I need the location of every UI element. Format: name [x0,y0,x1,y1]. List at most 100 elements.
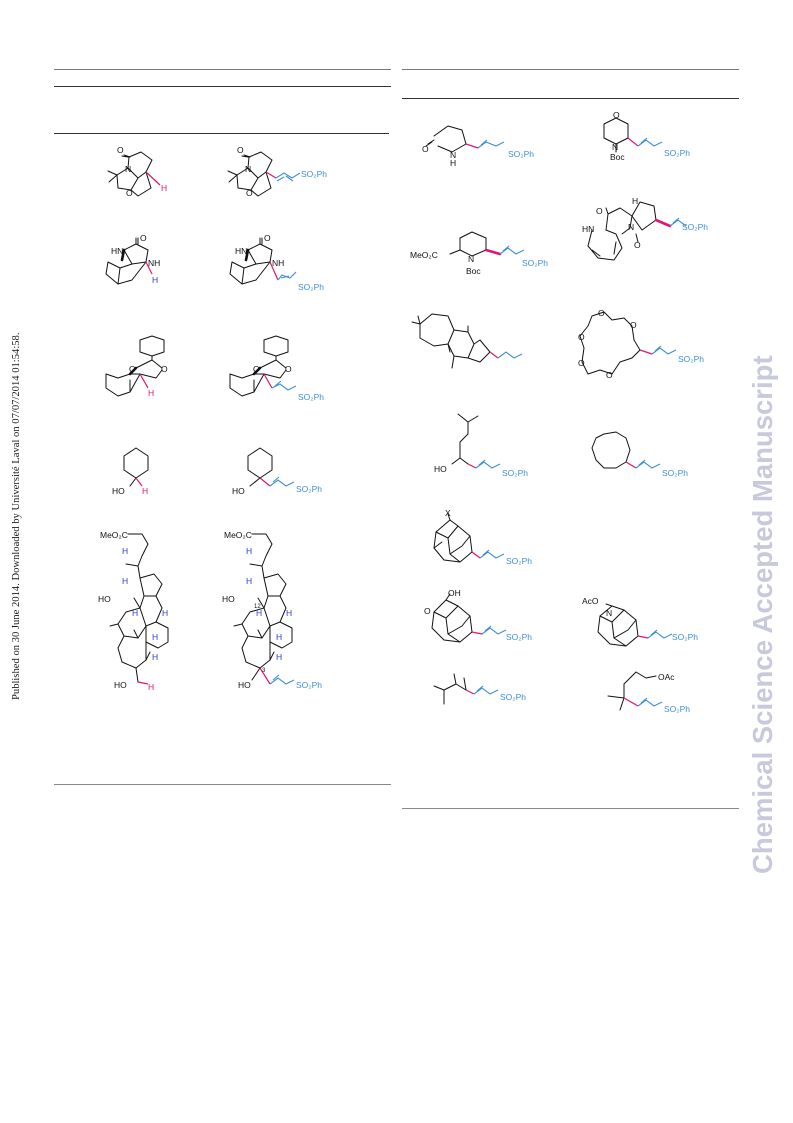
atom-label: O [264,233,271,243]
sulfonyl-label: SO₂Ph [500,692,526,702]
atom-label: N [628,222,634,232]
structure-right-6-right: AcO N SO₂Ph [582,596,698,647]
left-table-sub-rule [54,133,389,134]
sulfonyl-label: SO₂Ph [662,468,688,478]
atom-label: HO [98,594,111,604]
sulfonyl-label: SO₂Ph [506,556,532,566]
atom-label: OH [448,588,461,598]
left-table-top-rule [54,69,391,70]
atom-label: O [634,240,641,250]
structure-right-3-right: O O O O O SO₂Ph [578,308,704,380]
atom-label: O [578,332,585,342]
atom-label: HO [222,594,235,604]
atom-label: H [148,388,154,398]
structure-left-1-substrate: O N O H [107,145,167,198]
left-table-header-rule [54,86,391,87]
structure-left-5-substrate: MeO₂C H H HO H H H H HO H [98,530,169,692]
atom-label: O [630,320,637,330]
right-table-bottom-rule [402,808,739,809]
structure-right-3-left [411,313,523,369]
atom-label: H [161,183,167,193]
left-table-bottom-rule [54,784,391,785]
atom-label: HO [238,680,251,690]
atom-label: O [117,145,124,155]
atom-label: X [445,508,451,518]
structure-right-4-right: SO₂Ph [591,431,688,478]
sulfonyl-label: SO₂Ph [298,392,324,402]
atom-label: MeO₂C [100,530,128,540]
atom-label: O [129,364,136,374]
structure-right-6-left: OH O SO₂Ph [424,588,532,643]
sulfonyl-label: SO₂Ph [296,484,322,494]
structure-right-4-left: HO SO₂Ph [434,413,528,478]
atom-label: N [450,150,456,160]
sulfonyl-label: SO₂Ph [678,354,704,364]
atom-label: H [152,632,158,642]
atom-label: HN [111,246,123,256]
atom-label: HO [114,680,127,690]
atom-label: H [142,486,148,496]
atom-label: Boc [466,266,481,276]
right-table-header-rule [402,98,739,99]
atom-label: N [606,608,612,618]
atom-label: O [578,358,585,368]
atom-label: HN [235,246,247,256]
sulfonyl-label: SO₂Ph [672,632,698,642]
atom-label: H [152,275,158,285]
atom-label: H [632,196,638,206]
atom-label: OAc [658,672,675,682]
atom-label: O [606,370,613,380]
structure-right-1-left: O N H SO₂Ph [422,125,534,168]
atom-label: H [276,632,282,642]
sulfonyl-label: SO₂Ph [664,148,690,158]
atom-label: O [422,144,429,154]
atom-label: N [245,164,251,174]
atom-label: N [468,254,474,264]
atom-label: O [285,364,292,374]
atom-label: N [612,142,618,152]
sulfonyl-label: SO₂Ph [298,282,324,292]
structure-right-2-right: O HN N H O SO₂Ph [582,196,708,261]
atom-label: NH [272,258,284,268]
sulfonyl-label: SO₂Ph [502,468,528,478]
atom-label: H [256,608,262,618]
atom-label: HN [582,224,594,234]
structure-right-2-left: MeO₂C N Boc SO₂Ph [410,231,548,276]
structure-left-2-substrate: O HN NH H [105,233,160,285]
atom-label: H [122,546,128,556]
sulfonyl-label: SO₂Ph [508,149,534,159]
atom-label: O [246,188,253,198]
structure-left-2-product: O HN NH SO₂Ph [229,233,324,292]
structure-right-7-left: SO₂Ph [433,673,526,705]
atom-label: HO [112,486,125,496]
atom-label: Boc [610,152,625,162]
sulfonyl-label: SO₂Ph [522,258,548,268]
atom-label: H [132,608,138,618]
atom-label: O [126,188,133,198]
atom-label: H [286,608,292,618]
position-number: 3 [262,668,266,674]
atom-label: O [424,606,431,616]
sulfonyl-label: SO₂Ph [682,222,708,232]
publication-note: Published on 30 June 2014. Downloaded by… [11,332,22,700]
atom-label: MeO₂C [410,250,438,260]
structure-left-4-product: HO SO₂Ph [232,447,322,496]
atom-label: H [246,546,252,556]
atom-label: O [596,206,603,216]
atom-label: H [276,652,282,662]
atom-label: MeO₂C [224,530,252,540]
atom-label: H [450,158,456,168]
atom-label: AcO [582,596,599,606]
sulfonyl-label: SO₂Ph [301,169,327,179]
structure-left-4-substrate: HO H [112,447,149,496]
atom-label: H [246,576,252,586]
right-table-top-rule [402,69,739,70]
atom-label: H [152,652,158,662]
structure-left-3-product: O O SO₂Ph [229,335,324,402]
sulfonyl-label: SO₂Ph [296,680,322,690]
structure-left-3-substrate: O O H [105,335,168,398]
structure-right-1-right: O N Boc SO₂Ph [603,110,690,162]
atom-label: HO [434,464,447,474]
structure-left-5-product: MeO₂C H H HO 12 H H H H 3 HO SO₂Ph [222,530,322,690]
